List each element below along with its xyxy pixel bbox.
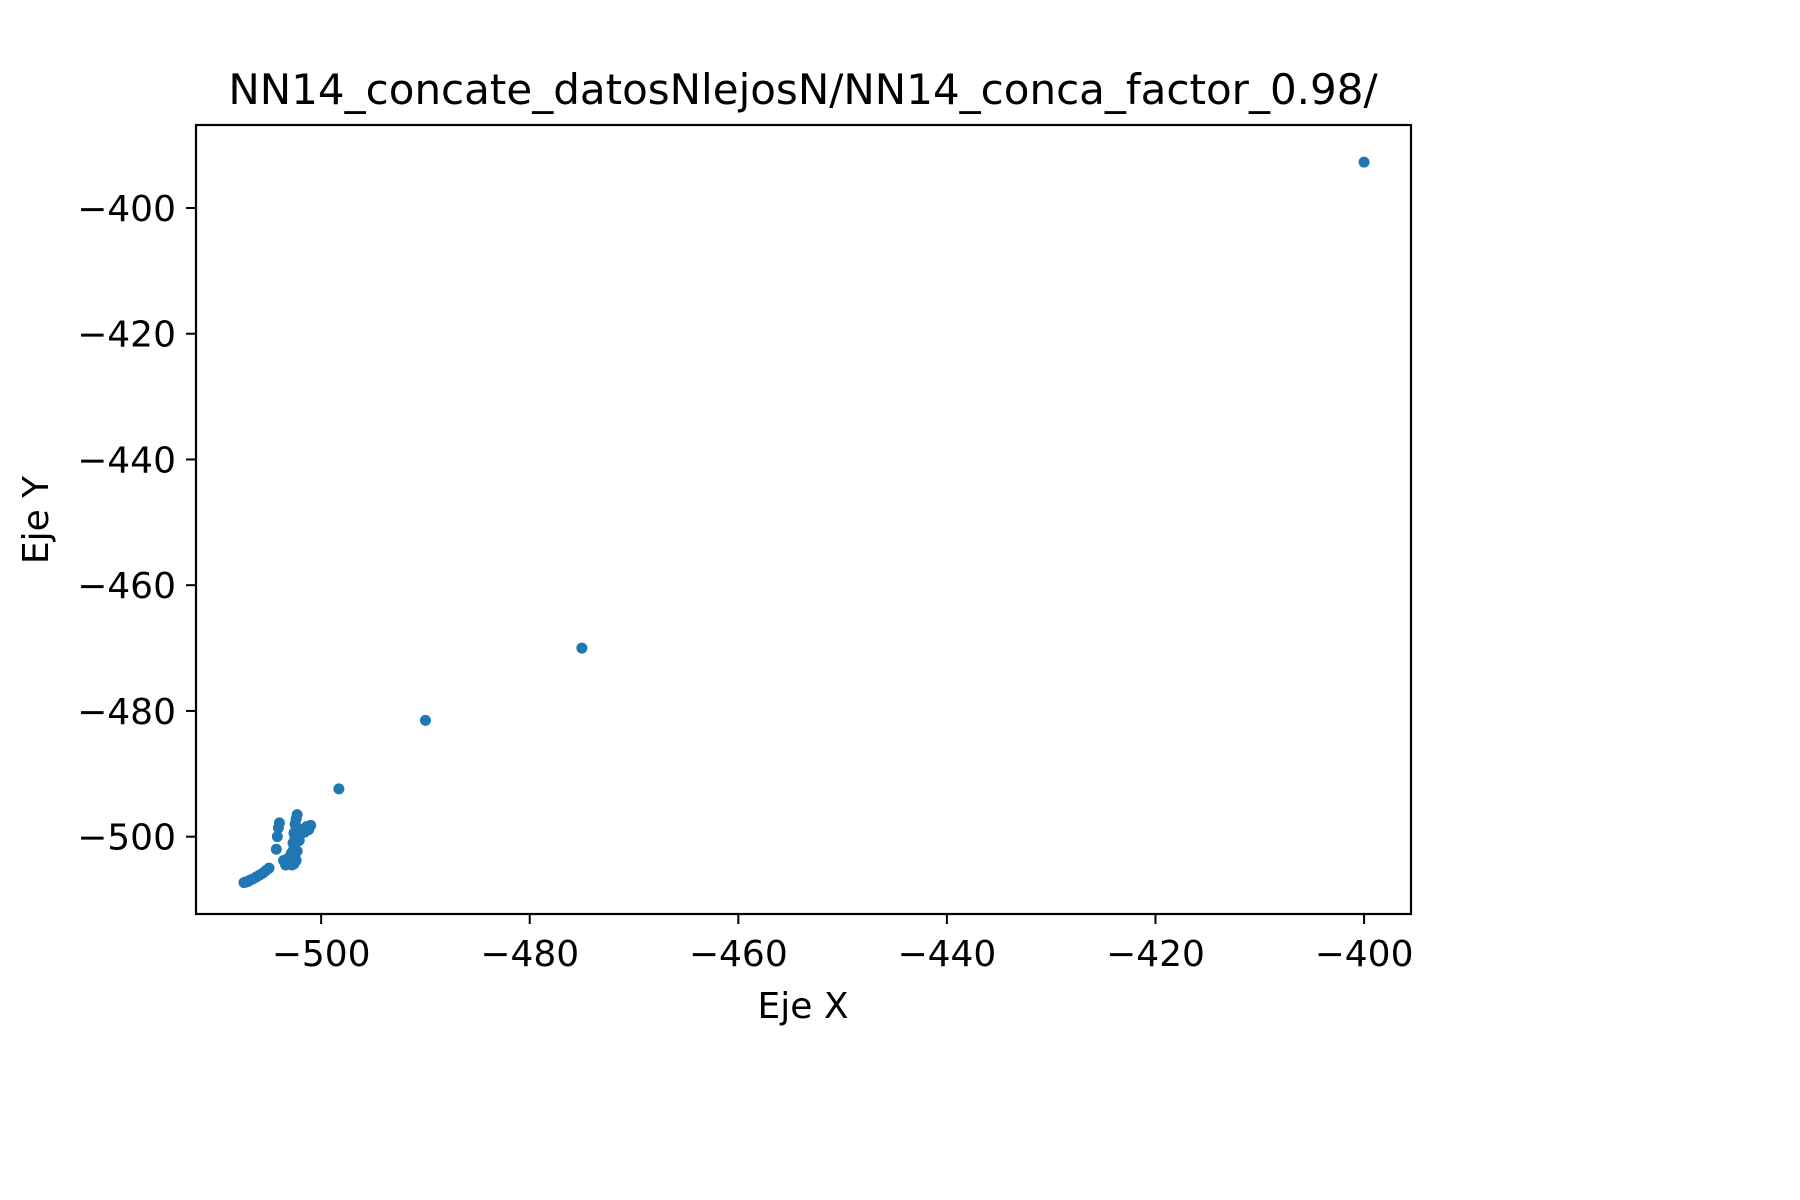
- y-tick-label: −480: [77, 692, 176, 733]
- x-tick-label: −460: [689, 934, 788, 975]
- data-point: [1358, 156, 1370, 168]
- y-tick-label: −440: [77, 440, 176, 481]
- x-axis-ticks: −500 −480 −460 −440 −420 −400: [272, 914, 1414, 975]
- y-tick-label: −460: [77, 566, 176, 607]
- data-point: [576, 642, 588, 654]
- data-points: [238, 156, 1370, 889]
- y-axis-ticks: −400 −420 −440 −460 −480 −500: [77, 189, 196, 859]
- x-tick-label: −440: [897, 934, 996, 975]
- y-tick-label: −400: [77, 189, 176, 230]
- data-point: [303, 824, 315, 836]
- chart-title: NN14_concate_datosNlejosN/NN14_conca_fac…: [228, 65, 1378, 114]
- data-point: [291, 845, 303, 857]
- data-point: [272, 822, 284, 834]
- data-point: [238, 877, 250, 889]
- y-tick-label: −420: [77, 315, 176, 356]
- y-tick-label: −500: [77, 818, 176, 859]
- x-tick-label: −480: [480, 934, 579, 975]
- x-tick-label: −400: [1315, 934, 1414, 975]
- x-axis-title: Eje X: [757, 986, 848, 1027]
- data-point: [333, 783, 345, 795]
- data-point: [270, 843, 282, 855]
- data-point: [419, 714, 431, 726]
- x-tick-label: −500: [272, 934, 371, 975]
- plot-frame: [194, 123, 1413, 916]
- y-axis-title: Eje Y: [16, 475, 57, 564]
- data-point: [271, 831, 283, 843]
- data-point: [280, 858, 292, 870]
- x-tick-label: −420: [1106, 934, 1205, 975]
